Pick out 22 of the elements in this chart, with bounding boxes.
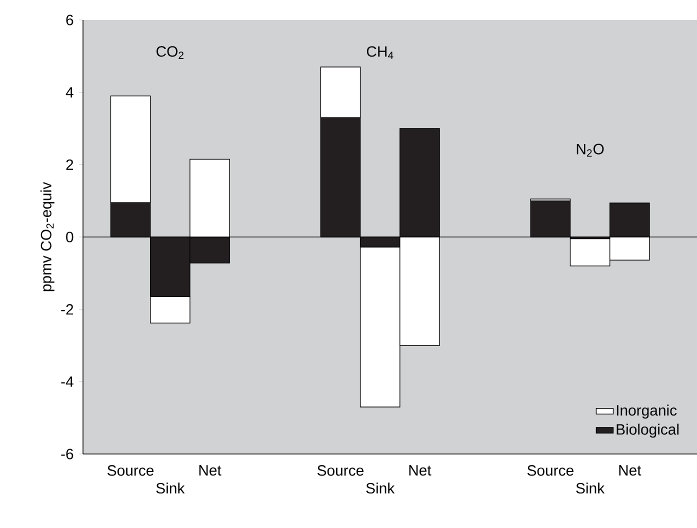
x-tick-label: Source: [317, 465, 364, 476]
y-axis-title: ppmv CO$_{2}$-equiv: [40, 182, 54, 292]
y-tick-label: -4: [61, 376, 74, 387]
x-tick-label: Net: [199, 465, 222, 476]
x-tick-label: Sink: [576, 482, 605, 494]
y-tick-label: 2: [66, 159, 74, 170]
y-tick-label: -6: [61, 448, 74, 460]
y-tick-label: 0: [66, 232, 74, 242]
x-tick-label: Source: [108, 465, 154, 476]
y-tick-label: 4: [66, 87, 74, 98]
x-tick-label: Sink: [156, 482, 185, 494]
legend-label: Inorganic: [616, 404, 677, 419]
annotation: CO$_{2}$: [156, 46, 184, 59]
x-tick-label: Net: [619, 465, 642, 476]
y-tick-label: 6: [66, 14, 74, 26]
annotation: N$_{2}$O: [576, 144, 604, 157]
x-tick-label: Net: [409, 465, 432, 476]
x-tick-label: Source: [527, 465, 574, 476]
annotation: CH$_{4}$: [366, 46, 394, 59]
legend-label: Biological: [616, 424, 679, 438]
y-tick-label: -2: [61, 304, 74, 315]
x-tick-label: Sink: [366, 482, 395, 494]
